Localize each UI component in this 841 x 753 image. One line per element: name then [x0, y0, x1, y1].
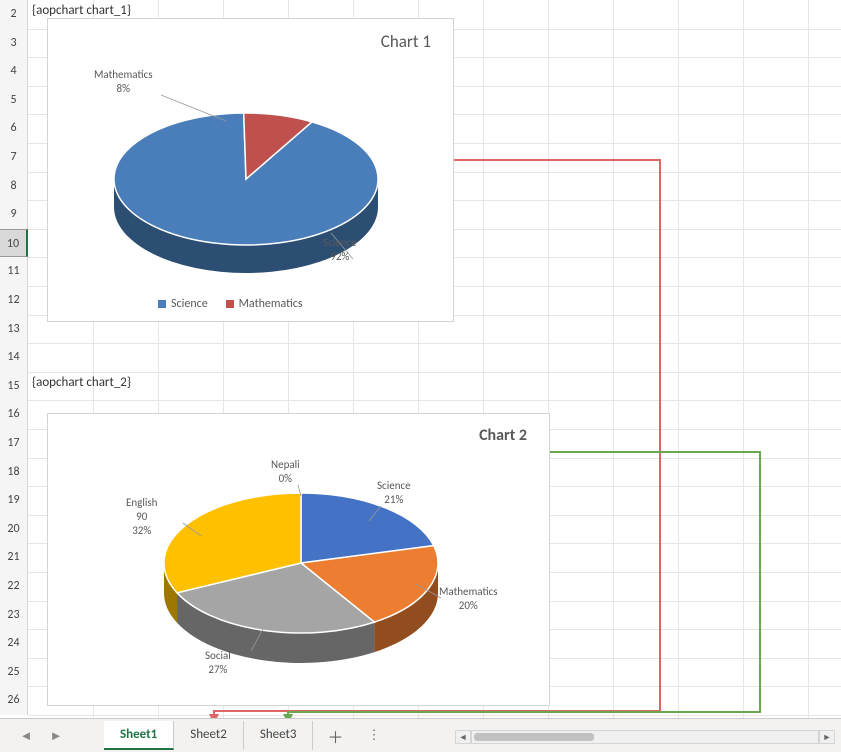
row-header[interactable]: 7 — [0, 143, 28, 172]
row-header[interactable]: 13 — [0, 315, 28, 344]
row-header[interactable]: 22 — [0, 572, 28, 601]
scroll-track[interactable] — [471, 730, 819, 744]
sheet-tab-bar: ◄ ► Sheet1Sheet2Sheet3 ＋ ⋮ ◄ ► — [0, 718, 841, 752]
row-header[interactable]: 20 — [0, 515, 28, 544]
row-header[interactable]: 15 — [0, 372, 28, 401]
row-header[interactable]: 10 — [0, 229, 28, 258]
row-header[interactable]: 4 — [0, 57, 28, 86]
cell-a2[interactable]: {aopchart chart_1} — [32, 3, 131, 18]
tab-nav-next-icon[interactable]: ► — [44, 724, 68, 748]
legend-item: Mathematics — [226, 297, 303, 311]
row-header[interactable]: 14 — [0, 343, 28, 372]
tab-more-icon[interactable]: ⋮ — [357, 724, 390, 747]
chart-title: Chart 2 — [479, 426, 527, 445]
row-header[interactable]: 12 — [0, 286, 28, 315]
pie-slice-label: Science92% — [323, 236, 357, 264]
legend-item: Science — [158, 297, 208, 311]
row-header[interactable]: 6 — [0, 114, 28, 143]
row-header[interactable]: 8 — [0, 172, 28, 201]
row-header[interactable]: 9 — [0, 200, 28, 229]
pie-slice-label: Science21% — [377, 479, 411, 507]
pie-slice-label: Nepali0% — [271, 458, 300, 486]
horizontal-scrollbar[interactable]: ◄ ► — [455, 728, 835, 746]
tab-strip: Sheet1Sheet2Sheet3 — [104, 721, 313, 750]
row-header[interactable]: 21 — [0, 543, 28, 572]
tab-nav-prev-icon[interactable]: ◄ — [14, 724, 38, 748]
pie-slice-label: Mathematics20% — [439, 585, 498, 613]
scroll-thumb[interactable] — [474, 733, 594, 741]
sheet-tab-sheet1[interactable]: Sheet1 — [104, 721, 174, 750]
pie-slice-label: Social27% — [205, 649, 231, 677]
pie-slice-label: Mathematics8% — [94, 68, 153, 96]
row-header[interactable]: 17 — [0, 429, 28, 458]
row-header[interactable]: 11 — [0, 257, 28, 286]
scroll-left-icon[interactable]: ◄ — [455, 730, 471, 744]
add-sheet-button[interactable]: ＋ — [313, 720, 357, 752]
row-header[interactable]: 3 — [0, 29, 28, 58]
row-header[interactable]: 2 — [0, 0, 28, 29]
row-header[interactable]: 16 — [0, 400, 28, 429]
chart-2-container[interactable]: Chart 2 Nepali0% Science21% Mathematics20% S… — [47, 413, 550, 706]
row-header[interactable]: 18 — [0, 458, 28, 487]
chart-title: Chart 1 — [381, 31, 431, 52]
pie-slice-label: English9032% — [126, 496, 157, 537]
chart-1-container[interactable]: Chart 1 Science92% Mathematics8% Science Mat… — [47, 18, 454, 322]
row-header[interactable]: 19 — [0, 486, 28, 515]
row-header[interactable]: 24 — [0, 629, 28, 658]
row-header[interactable]: 26 — [0, 686, 28, 715]
cell-a15[interactable]: {aopchart chart_2} — [32, 375, 131, 390]
sheet-tab-sheet2[interactable]: Sheet2 — [174, 721, 244, 750]
legend-swatch — [158, 300, 166, 308]
scroll-right-icon[interactable]: ► — [819, 730, 835, 744]
row-header[interactable]: 25 — [0, 658, 28, 687]
row-header[interactable]: 23 — [0, 601, 28, 630]
row-header[interactable]: 5 — [0, 86, 28, 115]
sheet-tab-sheet3[interactable]: Sheet3 — [244, 721, 314, 750]
chart-legend: Science Mathematics — [158, 297, 303, 311]
legend-swatch — [226, 300, 234, 308]
